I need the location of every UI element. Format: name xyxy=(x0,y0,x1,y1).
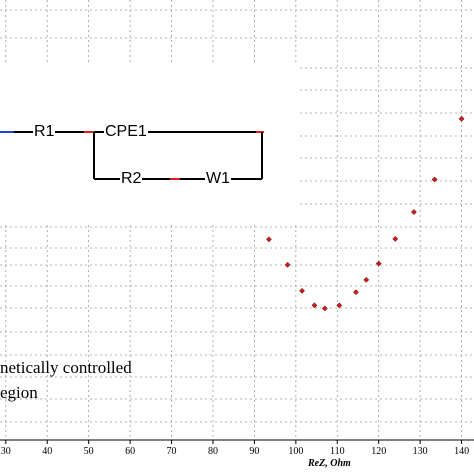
x-tick-label-6: 90 xyxy=(249,446,259,457)
data-point-7 xyxy=(265,236,272,243)
r1-label: R1 xyxy=(33,123,56,140)
x-tick-label-11: 140 xyxy=(454,446,469,457)
data-point-10 xyxy=(311,302,318,309)
annotation-line-2: egion xyxy=(0,383,38,402)
data-point-19 xyxy=(458,115,465,122)
x-tick-label-8: 110 xyxy=(330,446,345,457)
x-tick-label-0: 30 xyxy=(1,446,11,457)
x-tick-label-10: 130 xyxy=(413,446,428,457)
data-point-17 xyxy=(410,209,417,216)
r2-label: R2 xyxy=(120,170,143,187)
data-point-18 xyxy=(431,176,438,183)
data-point-15 xyxy=(375,260,382,267)
x-tick-label-7: 100 xyxy=(288,446,303,457)
x-tick-label-1: 40 xyxy=(42,446,52,457)
data-point-11 xyxy=(321,305,328,312)
cpe1-label: CPE1 xyxy=(104,123,148,140)
w1-label: W1 xyxy=(205,170,231,187)
data-point-12 xyxy=(336,302,343,309)
x-axis-ticks: 30 40 50 60 70 80 90 100 110 120 130 140 xyxy=(1,440,469,457)
annotation-line-1: netically controlled xyxy=(0,358,132,377)
x-tick-label-4: 70 xyxy=(167,446,177,457)
data-point-16 xyxy=(392,235,399,242)
x-tick-label-5: 80 xyxy=(208,446,218,457)
x-axis-label: ReZ, Ohm xyxy=(307,458,351,469)
data-point-8 xyxy=(284,261,291,268)
data-point-9 xyxy=(299,287,306,294)
data-point-13 xyxy=(352,289,359,296)
x-tick-label-9: 120 xyxy=(371,446,386,457)
equivalent-circuit: R1 CPE1 R2 W1 xyxy=(0,62,300,222)
x-tick-label-3: 60 xyxy=(125,446,135,457)
data-point-14 xyxy=(363,276,370,283)
circuit-wires xyxy=(0,131,264,180)
x-tick-label-2: 50 xyxy=(84,446,94,457)
